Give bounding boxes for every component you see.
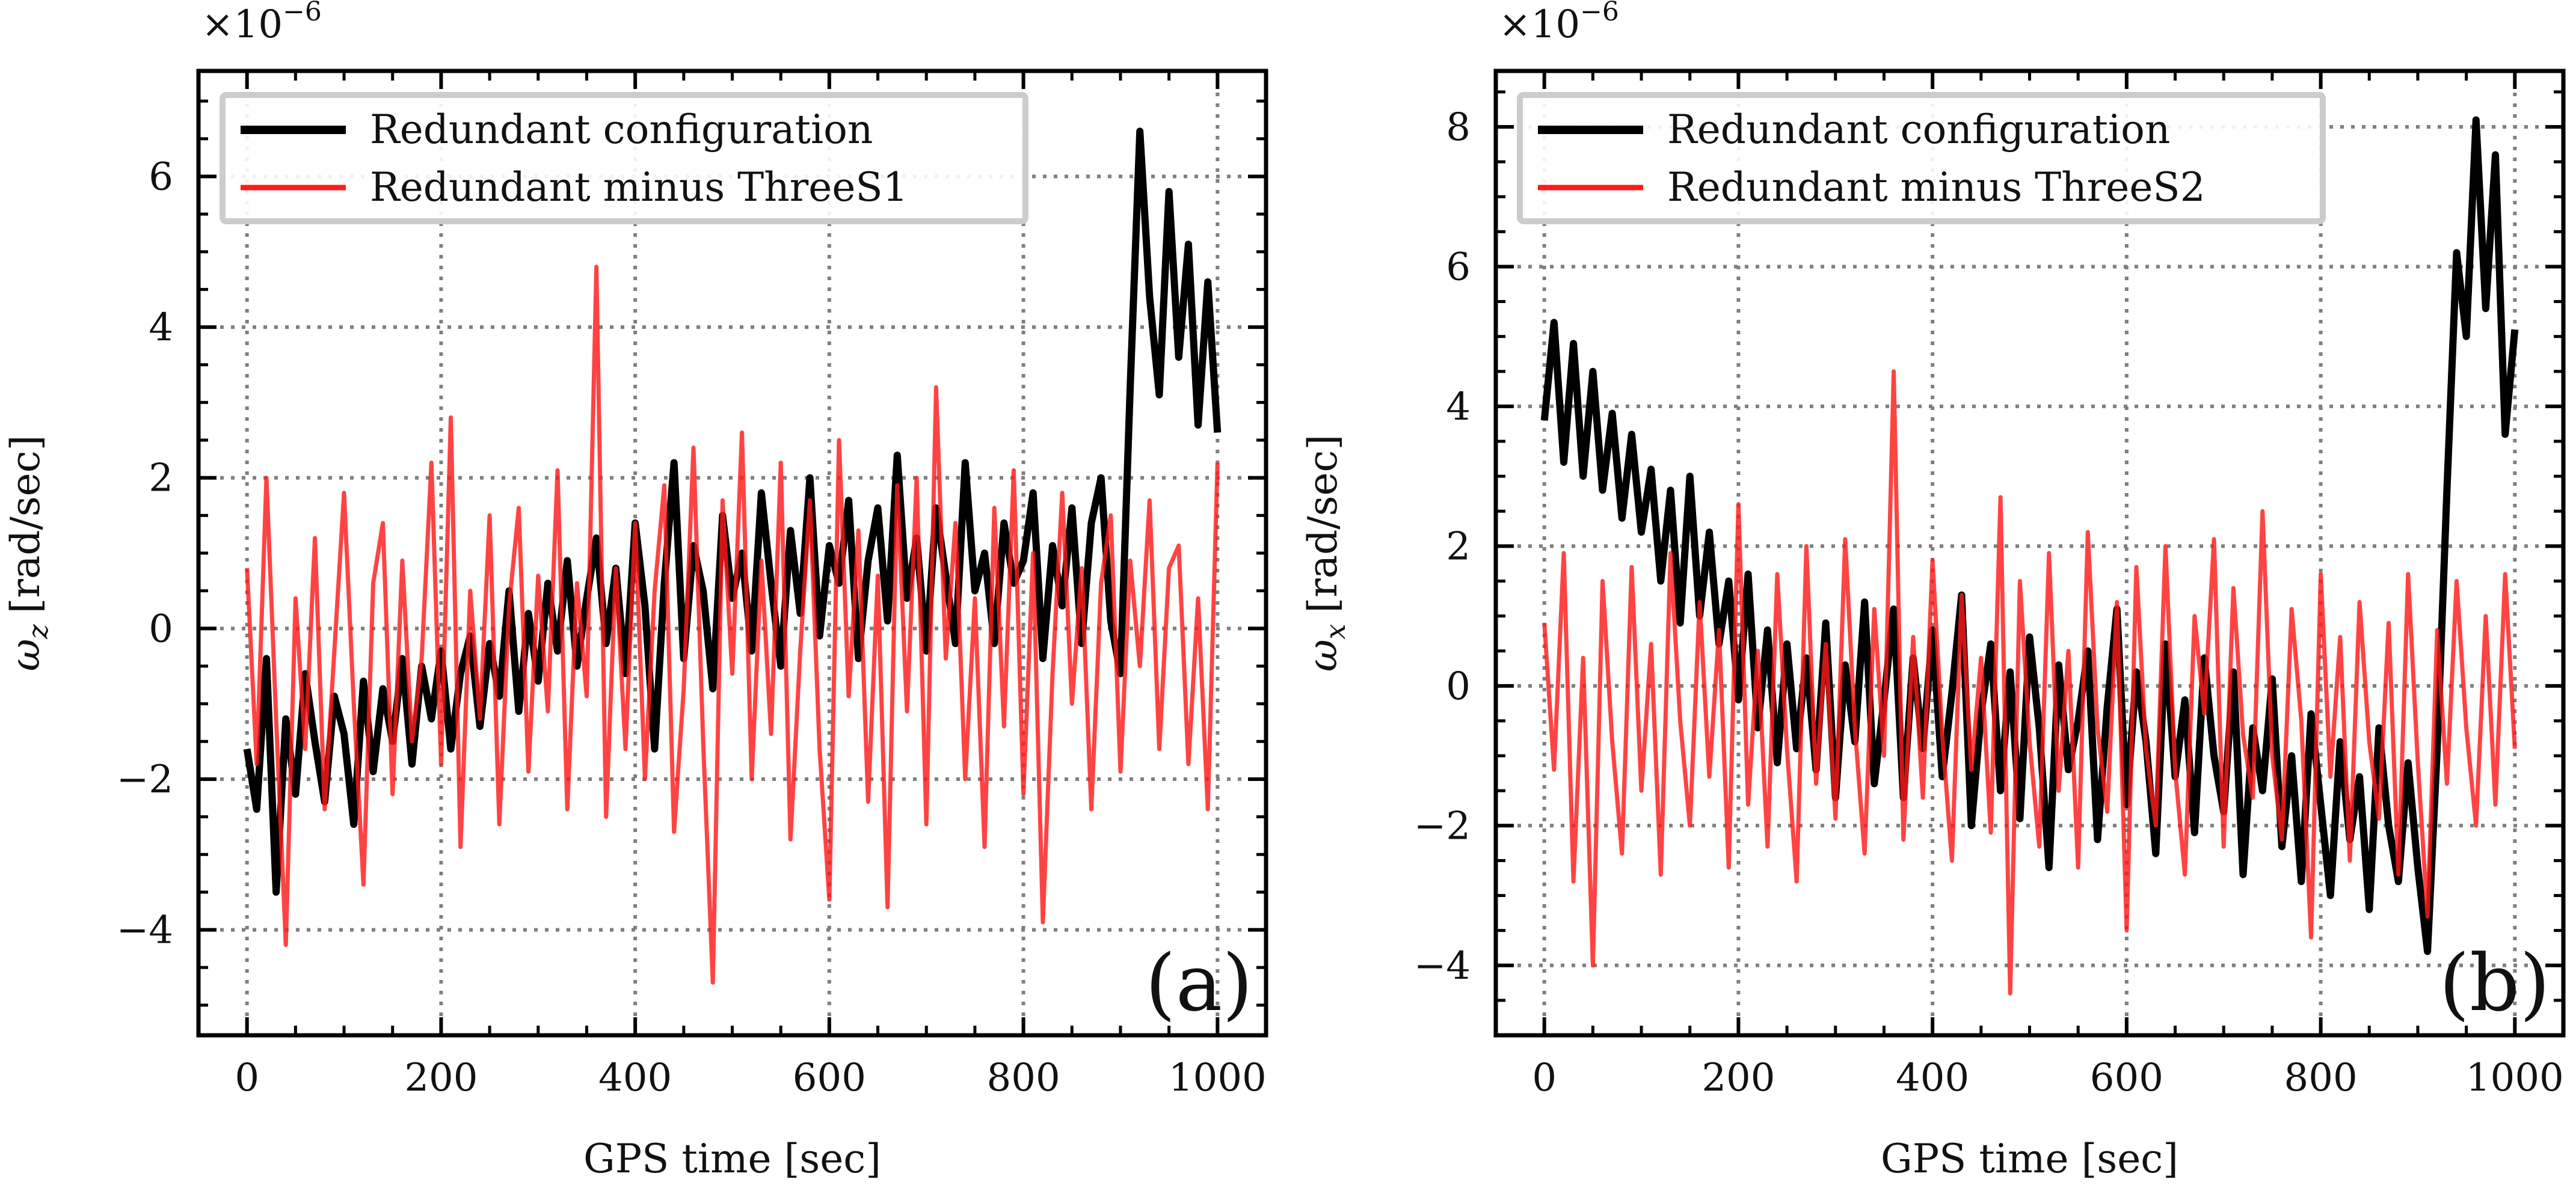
panel-b-ytick-label: 6 [1446, 245, 1471, 289]
panel-b-multiplier: ×10−6 [1499, 0, 1619, 47]
panel-a-x-tick-labels: 0 200 400 600 800 1000 [235, 1056, 1266, 1100]
panel-a-multiplier: ×10−6 [201, 0, 322, 47]
panel-b-ytick-label: −4 [1414, 944, 1471, 988]
panel-a-ytick-label: −2 [117, 758, 173, 802]
panel-a-y-tick-labels: −4 −2 0 2 4 6 [117, 155, 173, 952]
panel-b-y-tick-labels: −4 −2 0 2 4 6 8 [1414, 105, 1471, 988]
panel-a-y-axis-label: ωz[rad/sec] [2, 435, 54, 672]
panel-b-xtick-label: 400 [1896, 1056, 1969, 1100]
panel-b-x-tick-labels: 0 200 400 600 800 1000 [1532, 1056, 2563, 1100]
panel-b-series-redundant-minus [1542, 369, 2517, 996]
panel-b-xtick-label: 1000 [2466, 1056, 2564, 1100]
panel-b-xtick-label: 600 [2090, 1056, 2163, 1100]
panel-a-legend-box [220, 92, 1028, 224]
panel-b-legend-entry-redundant: Redundant configuration [1667, 106, 2170, 153]
panel-b-ytick-label: 4 [1446, 385, 1471, 429]
panel-a-legend-entry-minus: Redundant minus ThreeS1 [370, 164, 908, 210]
panel-a-ticks [197, 71, 1268, 1035]
panel-a-xtick-label: 200 [404, 1056, 478, 1100]
panel-b-legend-entry-minus: Redundant minus ThreeS2 [1667, 164, 2206, 210]
panel-a-series-redundant [243, 127, 1222, 896]
panel-a-xtick-label: 600 [793, 1056, 866, 1100]
panel-b-xtick-label: 0 [1532, 1056, 1557, 1100]
panel-a-xtick-label: 0 [235, 1056, 259, 1100]
panel-a-ytick-label: 4 [149, 305, 173, 350]
panel-b-ytick-label: 8 [1446, 105, 1471, 150]
panel-b-xtick-label: 800 [2284, 1056, 2358, 1100]
panel-a-ytick-label: 6 [149, 155, 173, 199]
panel-b-ytick-label: 0 [1446, 664, 1471, 709]
panel-a-x-axis-label: GPS time [sec] [583, 1136, 881, 1182]
panel-a-legend-entry-redundant: Redundant configuration [370, 106, 873, 153]
panel-b-ytick-label: −2 [1414, 804, 1471, 848]
panel-b-x-axis-label: GPS time [sec] [1881, 1136, 2178, 1182]
panel-a-ytick-label: −4 [117, 908, 173, 953]
panel-a-legend: Redundant configuration Redundant minus … [220, 92, 1028, 224]
panel-b-ytick-label: 2 [1446, 524, 1471, 569]
panel-a-xtick-label: 800 [987, 1056, 1060, 1100]
panel-b-legend: Redundant configuration Redundant minus … [1517, 92, 2326, 224]
panel-b: 0 200 400 600 800 1000 −4 −2 0 2 4 6 8 ×10−6 GPS ti… [1300, 0, 2566, 1182]
panel-a-ytick-label: 0 [149, 607, 173, 651]
panel-b-series [1540, 116, 2519, 996]
panel-b-label: (b) [2439, 937, 2550, 1029]
panel-a-xtick-label: 400 [598, 1056, 672, 1100]
panel-a-series [243, 127, 1222, 985]
panel-a-ytick-label: 2 [149, 456, 173, 501]
panel-b-y-axis-label: ωx[rad/sec] [1300, 435, 1351, 672]
panel-b-xtick-label: 200 [1701, 1056, 1775, 1100]
panel-b-legend-box [1517, 92, 2326, 224]
panel-a-label: (a) [1145, 937, 1253, 1029]
panel-a-xtick-label: 1000 [1169, 1056, 1267, 1100]
panel-b-ticks [1494, 71, 2565, 1037]
panel-a: 0 200 400 600 800 1000 −4 −2 0 2 4 6 ×10−6 GPS tim… [2, 0, 1268, 1182]
panel-a-series-redundant-minus [245, 265, 1220, 985]
